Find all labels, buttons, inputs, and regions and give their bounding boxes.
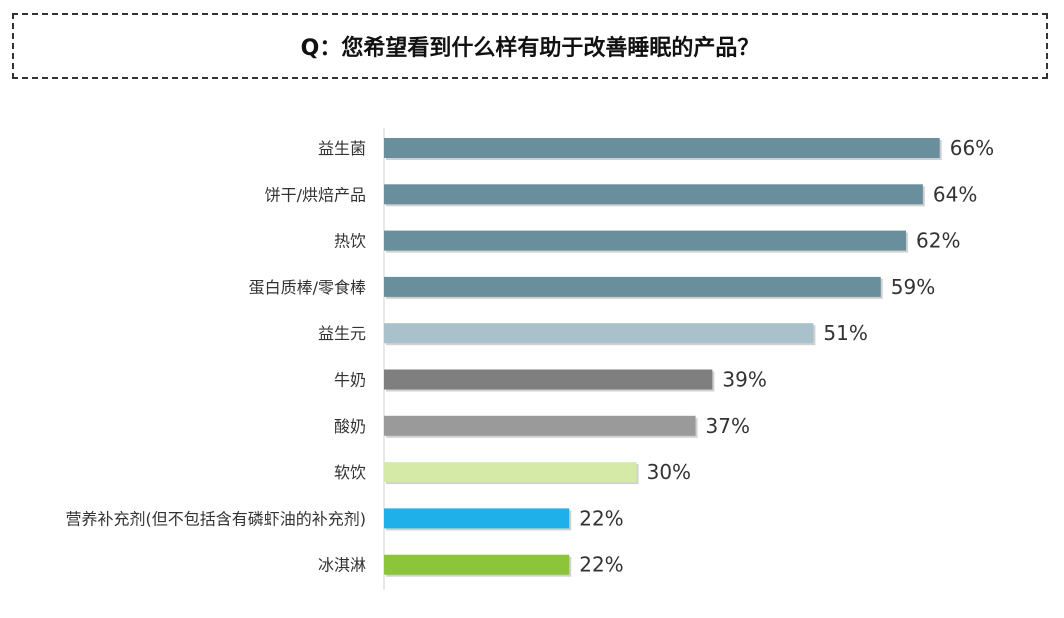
category-label: 益生元	[318, 324, 366, 343]
category-label: 冰淇淋	[318, 556, 366, 575]
bar	[384, 554, 570, 575]
bar	[384, 369, 713, 390]
value-label: 22%	[579, 553, 623, 577]
category-label: 益生菌	[318, 139, 366, 158]
bar	[384, 138, 940, 158]
bar	[384, 462, 637, 483]
bar	[384, 323, 814, 344]
bar	[384, 230, 907, 251]
value-label: 37%	[706, 414, 750, 438]
value-label: 62%	[916, 229, 960, 253]
bars-group: 益生菌 66% 饼干/烘焙产品 64% 热饮 62% 蛋白质棒/零食棒 59% 益生元 51% 牛奶…	[66, 136, 994, 577]
category-label: 营养补充剂(但不包括含有磷虾油的补充剂)	[66, 509, 367, 528]
category-label: 酸奶	[334, 417, 366, 436]
value-label: 22%	[579, 506, 623, 530]
value-label: 39%	[722, 368, 766, 392]
category-label: 蛋白质棒/零食棒	[249, 278, 366, 297]
category-label: 牛奶	[334, 371, 366, 390]
bar	[384, 415, 696, 436]
title-box: Q：您希望看到什么样有助于改善睡眠的产品？	[12, 13, 1048, 79]
value-label: 64%	[933, 182, 977, 206]
value-label: 59%	[891, 275, 935, 299]
category-label: 热饮	[334, 232, 366, 251]
bar	[384, 276, 881, 297]
bar	[384, 184, 923, 205]
category-label: 软饮	[334, 463, 366, 482]
bar	[384, 508, 570, 529]
value-label: 51%	[823, 321, 867, 345]
value-label: 30%	[647, 460, 691, 484]
category-label: 饼干/烘焙产品	[265, 185, 366, 204]
value-label: 66%	[950, 136, 994, 160]
chart-title: Q：您希望看到什么样有助于改善睡眠的产品？	[300, 36, 760, 61]
